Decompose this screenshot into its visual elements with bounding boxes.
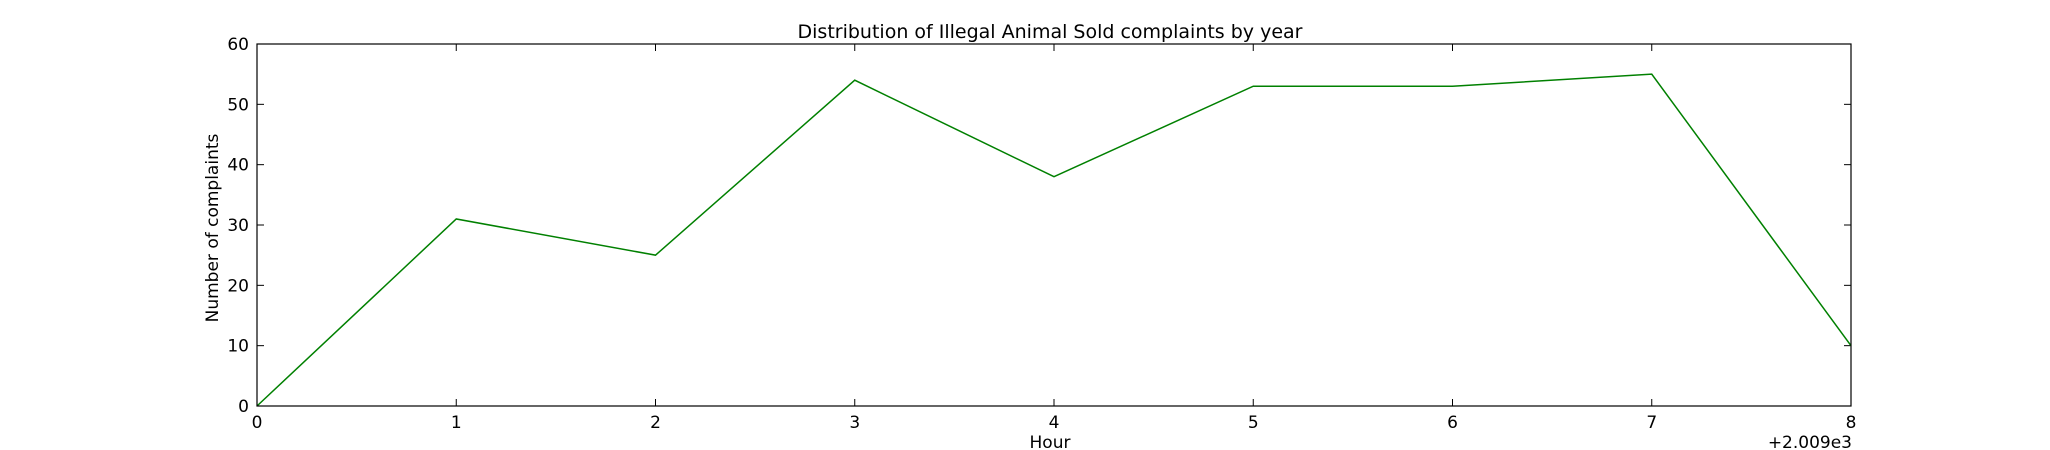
series-layer [256, 73, 1852, 407]
plot-frame [256, 43, 1852, 407]
x-tick-label: 1 [451, 413, 462, 433]
series-line [256, 73, 1852, 407]
ticks-layer: 0 1 2 3 4 5 6 7 8 0 10 20 30 40 50 60 [227, 35, 1856, 433]
x-tick-label: 6 [1447, 413, 1458, 433]
x-tick-label: 2 [650, 413, 661, 433]
y-tick-label: 40 [227, 156, 249, 176]
x-tick-label: 8 [1846, 413, 1857, 433]
x-tick-label: 5 [1248, 413, 1259, 433]
x-tick-label: 4 [1049, 413, 1060, 433]
y-tick-label: 0 [238, 397, 249, 417]
x-tick-label: 0 [252, 413, 263, 433]
y-tick-label: 30 [227, 216, 249, 236]
y-tick-label: 20 [227, 276, 249, 296]
y-axis-label: Number of complaints [203, 133, 223, 322]
y-tick-label: 10 [227, 337, 249, 357]
x-axis-offset-label: +2.009e3 [1768, 433, 1852, 450]
y-tick-label: 60 [227, 35, 249, 55]
x-tick-label: 3 [849, 413, 860, 433]
x-tick-label: 7 [1646, 413, 1657, 433]
chart-title: Distribution of Illegal Animal Sold comp… [798, 21, 1303, 43]
x-axis-label: Hour [1030, 433, 1071, 450]
y-tick-label: 50 [227, 95, 249, 115]
